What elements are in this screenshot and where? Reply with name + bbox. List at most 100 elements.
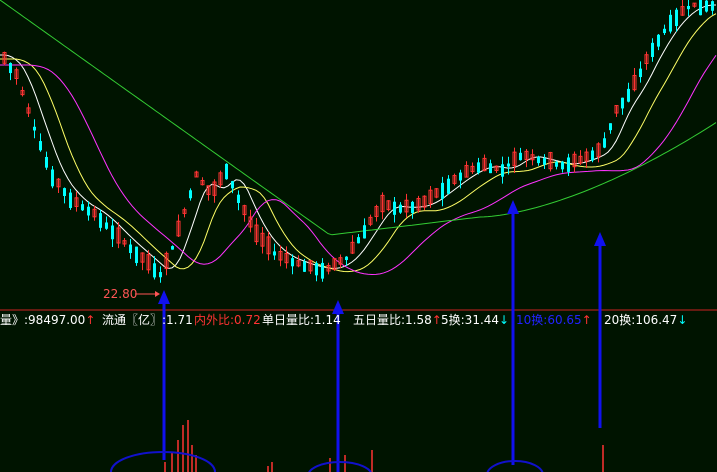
candle [350,235,355,254]
candle [231,180,234,194]
circle-annotation [308,461,372,472]
moving-average-lines [0,0,717,276]
candle [194,170,199,178]
candle [663,24,666,35]
candle-body [393,201,396,215]
candle [87,201,90,221]
candle-body [182,209,187,214]
candle [116,221,121,249]
candle-body [206,185,211,196]
status-5day-ratio-label: 五日量比:1.58 [353,313,432,327]
candle [2,51,7,66]
candle [357,234,360,244]
candle-body [567,157,570,172]
candle [434,188,439,199]
up-arrow-icon: ↑ [431,313,442,327]
candle-body [530,154,535,161]
up-arrow-annotation [594,232,606,428]
candle [56,177,61,193]
candle [482,154,487,172]
candle [14,67,19,85]
candle-body [452,175,457,184]
candle-body [92,208,97,218]
candle-body [651,42,654,57]
candle-body [596,143,601,158]
ma-line-longest [0,0,717,236]
candle-body [422,195,427,208]
candle [459,169,462,189]
candle-body [621,97,624,109]
status-item-10-turnover: 10换:60.65↑ [516,311,592,328]
candle [266,231,271,261]
candle-body [332,258,337,271]
candle [303,258,306,273]
candle [332,257,337,271]
candle-body [591,150,594,161]
candle [374,204,379,222]
candle [338,254,343,269]
candle-body [345,256,348,261]
candle [477,157,480,175]
candle [345,256,348,266]
candle-body [477,162,480,173]
candle-body [153,263,156,278]
candle [45,151,48,170]
candle [200,177,205,186]
candle [621,97,624,115]
candle [675,7,678,32]
candle-body [464,165,469,178]
candle [140,252,145,271]
candle [254,217,259,245]
arrow-head [332,300,344,314]
candle-body [399,204,402,213]
candle [507,156,510,175]
ma-line-short [0,4,716,270]
candle-body [159,272,162,278]
candle-body [242,205,247,216]
candle-body [404,199,409,213]
candle-body [308,260,313,272]
candle-body [548,152,553,170]
candle-body [386,200,391,211]
candle [237,190,240,211]
candle [452,173,457,186]
candle [308,260,313,274]
candle-body [51,169,54,187]
up-arrow-annotation [332,300,344,472]
candle [26,103,31,117]
candle-body [146,254,151,271]
candle [99,209,102,232]
candle-body [135,246,138,264]
ma-line-medium [0,13,717,273]
volume-panel [164,420,604,472]
candle-body [284,252,289,264]
candle-body [212,181,217,196]
candle [182,207,187,218]
candle [591,147,594,163]
candle [680,0,685,16]
candle-body [303,261,306,272]
candle [651,38,654,62]
candle-body [459,172,462,181]
candle [176,214,181,238]
candle [159,266,162,283]
candle [687,0,690,17]
candle-body [669,14,672,32]
candle-body [273,251,276,256]
candle-body [189,190,192,199]
candle-body [111,225,114,240]
candle-body [357,237,360,244]
candle-body [2,51,7,64]
candle-body [603,138,606,148]
candle-body [321,262,324,279]
candle [489,159,492,174]
candle-body [434,188,439,198]
candle [33,119,36,139]
candle-body [561,161,564,170]
candle-body [176,220,181,237]
candle-body [81,204,84,211]
candle [380,192,385,220]
candle-body [254,224,259,243]
candle-body [9,62,12,74]
candle-body [122,240,127,245]
